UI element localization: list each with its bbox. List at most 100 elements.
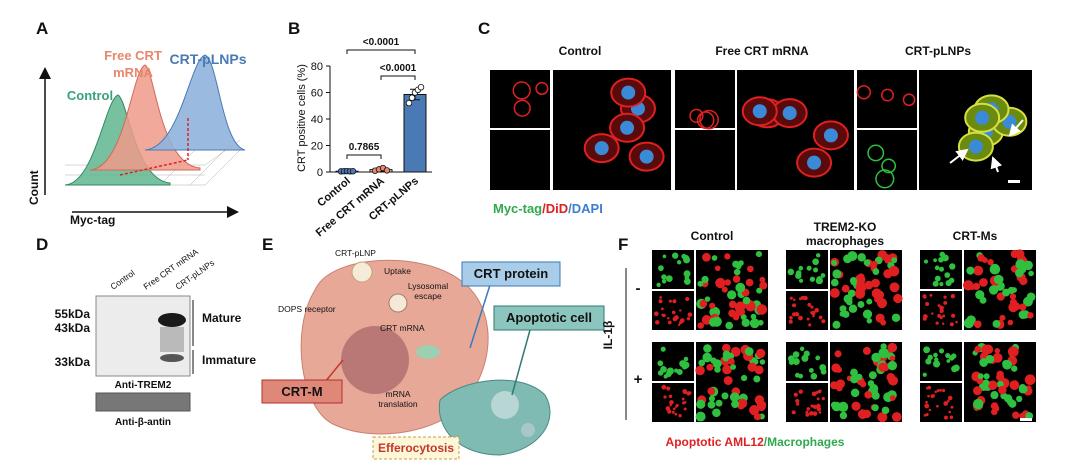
cell: [881, 406, 890, 415]
cell: [1026, 292, 1036, 302]
significance-bracket: [380, 75, 416, 80]
cell: [699, 109, 719, 130]
cell: [703, 355, 711, 363]
cell: [983, 373, 990, 380]
cell: [996, 370, 1004, 378]
cell: [665, 275, 673, 283]
callout: CRT protein: [474, 266, 548, 281]
column-header: CRT-pLNPs: [905, 44, 971, 58]
cell: [795, 270, 802, 276]
cell: [955, 320, 958, 324]
callout-line: [469, 284, 491, 349]
histogram: [144, 54, 246, 151]
cell: [944, 272, 951, 278]
cell: [796, 402, 800, 406]
cell: [818, 411, 822, 414]
cell: [880, 88, 894, 102]
cell: [795, 312, 800, 317]
cell: [709, 302, 716, 309]
cell: [1008, 302, 1019, 313]
cell: [798, 389, 803, 394]
cell: [871, 260, 878, 267]
cell: [806, 407, 811, 411]
cell: [721, 286, 728, 293]
organelle: [491, 391, 519, 419]
cell: [697, 322, 704, 329]
cell: [950, 405, 954, 409]
cell: [803, 295, 808, 301]
cell: [697, 280, 704, 287]
cell: [878, 362, 888, 372]
cell: [699, 299, 708, 308]
scale-bar: [1020, 418, 1032, 421]
cell: [939, 388, 942, 392]
callout: CRT-M: [281, 384, 322, 399]
cell: [1015, 259, 1026, 270]
panel-label: D: [36, 235, 48, 254]
cell: [931, 312, 934, 315]
cell: [928, 408, 932, 412]
cell: [735, 282, 746, 293]
cell: [683, 356, 689, 362]
cell: [889, 395, 896, 401]
cell: [656, 282, 661, 288]
legend-text: Macrophages: [767, 435, 845, 449]
organelle: [521, 423, 535, 437]
arrow: [1008, 119, 1024, 137]
panel-f: F Control TREM2-KO macrophages CRT-Ms IL…: [601, 220, 1036, 449]
band: [160, 354, 184, 362]
cell: [733, 268, 741, 276]
cell: [989, 263, 1001, 275]
cell: [808, 367, 814, 373]
cell: [1002, 288, 1011, 297]
cell: [657, 370, 664, 376]
cell: [710, 357, 717, 364]
cell: [934, 265, 940, 271]
cell: [798, 297, 802, 301]
cell: [707, 400, 716, 409]
cell: [864, 390, 873, 399]
cell: [795, 398, 800, 404]
cell: [711, 316, 722, 327]
cell: [831, 363, 841, 373]
cell: [990, 408, 998, 416]
significance-bracket: [346, 49, 416, 54]
nucleus: [807, 155, 822, 170]
legend-text: Apoptotic AML12: [666, 435, 765, 449]
cell: [820, 273, 826, 278]
cell: [820, 368, 827, 375]
diagram-label: escape: [414, 291, 442, 301]
cell: [923, 314, 928, 319]
cell: [941, 322, 945, 325]
cell: [934, 390, 938, 394]
cell: [966, 266, 975, 275]
cell: [947, 399, 950, 403]
arrow: [949, 148, 969, 164]
cell: [799, 346, 805, 351]
cell: [792, 358, 800, 366]
cell: [982, 379, 990, 387]
diagram-label: Lysosomal: [408, 281, 448, 291]
cell: [990, 402, 999, 410]
diagram-label: CRT-pLNP: [335, 248, 376, 258]
cell: [923, 346, 931, 354]
cell: [706, 363, 714, 371]
cell: [882, 253, 891, 262]
cell: [862, 409, 872, 419]
blot-label: Anti-TREM2: [115, 380, 172, 391]
cell: [815, 253, 821, 258]
cell: [854, 288, 866, 299]
cell: [829, 288, 840, 298]
cell: [661, 274, 667, 280]
cell: [850, 368, 858, 377]
callout-box: [372, 436, 460, 460]
histogram-label: Free CRT: [104, 48, 162, 63]
column-header: Control: [691, 229, 734, 243]
cell: [676, 260, 682, 265]
cell: [728, 300, 737, 309]
cell: [891, 313, 901, 322]
cell: [862, 309, 873, 319]
cell: [929, 293, 933, 297]
cell: [810, 305, 814, 309]
